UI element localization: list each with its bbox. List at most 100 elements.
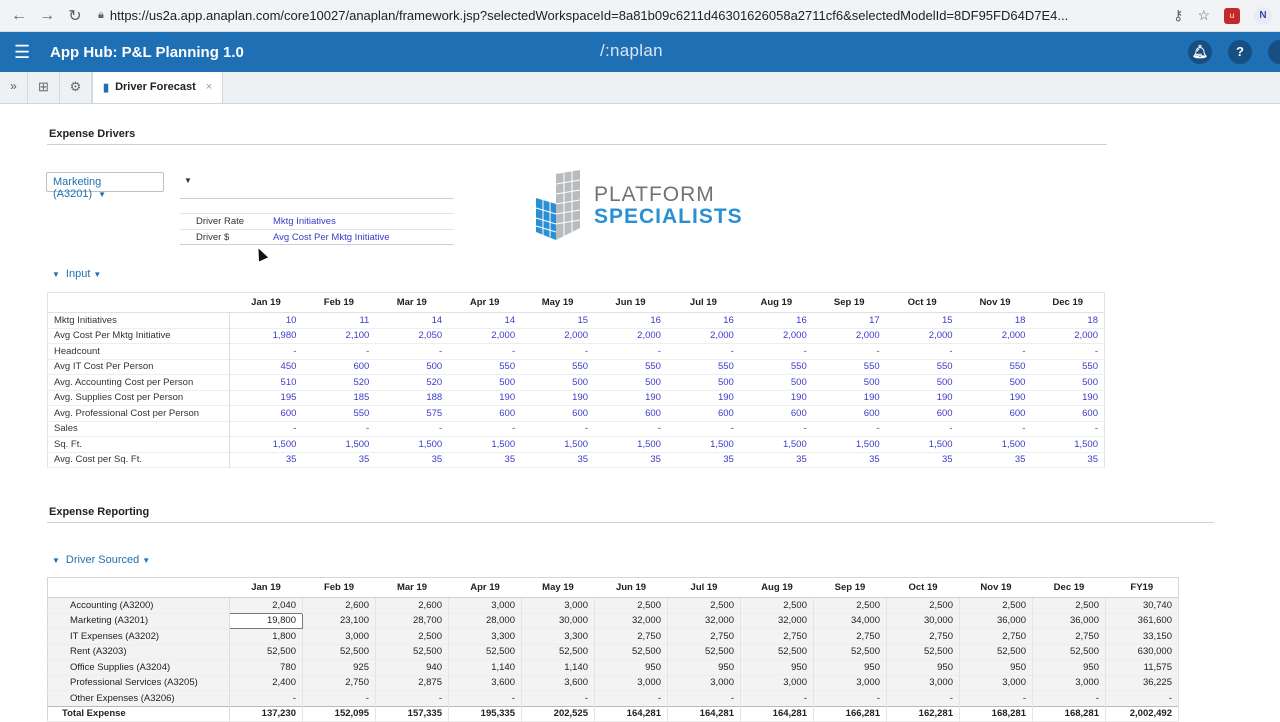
report-cell[interactable]: - [594, 690, 668, 706]
input-cell[interactable]: - [584, 423, 589, 435]
report-cell[interactable]: 52,500 [813, 644, 887, 660]
input-cell[interactable]: 190 [1009, 392, 1026, 404]
report-cell[interactable]: 1,140 [448, 659, 522, 675]
report-cell[interactable]: 2,500 [740, 597, 814, 613]
input-cell[interactable]: - [439, 423, 443, 435]
report-cell[interactable]: 2,500 [1032, 597, 1106, 613]
input-cell[interactable]: 2,000 [491, 330, 516, 342]
input-cell[interactable]: - [657, 345, 661, 357]
input-cell[interactable]: 2,000 [564, 330, 589, 342]
input-cell[interactable]: 2,050 [418, 330, 443, 342]
report-cell[interactable]: 2,750 [886, 628, 960, 644]
input-cell[interactable]: 16 [796, 314, 807, 326]
input-section-toggle[interactable]: ▼ Input ▼ [52, 268, 101, 280]
report-cell[interactable]: 1,140 [521, 659, 595, 675]
input-cell[interactable]: 17 [869, 314, 880, 326]
report-cell[interactable]: 2,750 [959, 628, 1033, 644]
input-cell[interactable]: 35 [504, 454, 516, 466]
profile-avatar[interactable]: N [1254, 6, 1272, 25]
input-cell[interactable]: - [949, 345, 953, 357]
input-cell[interactable]: 35 [431, 454, 443, 466]
input-cell[interactable]: 18 [1087, 314, 1098, 326]
input-cell[interactable]: 550 [863, 361, 880, 373]
input-cell[interactable]: - [876, 423, 880, 435]
input-cell[interactable]: 190 [936, 392, 953, 404]
report-cell[interactable]: 3,300 [448, 628, 522, 644]
report-cell[interactable]: - [667, 690, 741, 706]
report-cell[interactable]: 361,600 [1105, 613, 1179, 629]
input-cell[interactable]: 1,500 [855, 438, 880, 450]
input-cell[interactable]: 550 [499, 361, 516, 373]
report-cell[interactable]: 52,500 [448, 644, 522, 660]
help-icon[interactable]: ? [1228, 40, 1252, 64]
report-cell[interactable]: 28,000 [448, 613, 522, 629]
input-cell[interactable]: 190 [790, 392, 807, 404]
report-cell[interactable]: 2,500 [886, 597, 960, 613]
report-cell[interactable]: 940 [375, 659, 449, 675]
report-cell[interactable]: 2,400 [229, 675, 303, 691]
input-cell[interactable]: 1,980 [272, 330, 297, 342]
report-cell[interactable]: 2,500 [813, 597, 887, 613]
report-cell[interactable]: 3,000 [667, 675, 741, 691]
report-cell[interactable]: 52,500 [229, 644, 303, 660]
input-cell[interactable]: 2,100 [345, 330, 370, 342]
report-cell[interactable]: 52,500 [521, 644, 595, 660]
input-cell[interactable]: 16 [650, 314, 661, 326]
input-cell[interactable]: - [584, 345, 589, 357]
input-cell[interactable]: 190 [1082, 392, 1098, 404]
report-cell[interactable]: 3,000 [886, 675, 960, 691]
input-cell[interactable]: 1,500 [928, 438, 953, 450]
report-cell[interactable]: 3,000 [448, 597, 522, 613]
input-cell[interactable]: 600 [1009, 407, 1026, 419]
report-cell[interactable]: 2,040 [229, 597, 303, 613]
report-cell[interactable]: 950 [886, 659, 960, 675]
report-cell[interactable]: 2,750 [594, 628, 668, 644]
input-cell[interactable]: 1,500 [710, 438, 734, 450]
report-cell[interactable]: - [959, 690, 1033, 706]
report-cell[interactable]: 3,000 [302, 628, 376, 644]
input-cell[interactable]: - [1022, 423, 1026, 435]
input-cell[interactable]: 11 [359, 314, 370, 326]
input-cell[interactable]: 500 [1009, 376, 1026, 388]
model-map-icon[interactable]: ⊞ [28, 71, 60, 103]
user-menu-icon[interactable] [1268, 40, 1280, 64]
input-cell[interactable]: 550 [790, 361, 807, 373]
report-cell[interactable]: 925 [302, 659, 376, 675]
input-cell[interactable]: - [1094, 345, 1098, 357]
input-cell[interactable]: 600 [936, 407, 953, 419]
address-bar[interactable]: https://us2a.app.anaplan.com/core10027/a… [109, 8, 1069, 23]
input-cell[interactable]: 35 [650, 454, 661, 466]
input-cell[interactable]: - [803, 423, 807, 435]
input-cell[interactable]: 575 [426, 407, 443, 419]
input-cell[interactable]: 1,500 [637, 438, 661, 450]
input-cell[interactable]: 35 [1087, 454, 1098, 466]
input-cell[interactable]: 550 [353, 407, 370, 419]
input-cell[interactable]: 35 [723, 454, 734, 466]
report-cell[interactable]: 52,500 [886, 644, 960, 660]
report-cell[interactable]: 3,600 [448, 675, 522, 691]
input-cell[interactable]: 18 [1014, 314, 1026, 326]
report-cell[interactable]: 2,500 [959, 597, 1033, 613]
report-cell[interactable]: 52,500 [594, 644, 668, 660]
input-cell[interactable]: - [366, 423, 370, 435]
input-cell[interactable]: 190 [863, 392, 880, 404]
input-cell[interactable]: 550 [936, 361, 953, 373]
input-cell[interactable]: 550 [572, 361, 589, 373]
report-cell[interactable]: 2,750 [302, 675, 376, 691]
report-cell[interactable]: 32,000 [594, 613, 668, 629]
star-icon[interactable]: ☆ [1197, 7, 1210, 23]
report-cell[interactable]: - [448, 690, 522, 706]
input-cell[interactable]: - [439, 345, 443, 357]
input-cell[interactable]: - [730, 345, 734, 357]
report-cell[interactable]: 30,740 [1105, 597, 1179, 613]
report-cell[interactable]: 3,000 [959, 675, 1033, 691]
report-cell[interactable]: 950 [959, 659, 1033, 675]
report-cell[interactable]: 2,500 [667, 597, 741, 613]
report-cell[interactable]: 3,000 [594, 675, 668, 691]
input-cell[interactable]: 600 [280, 407, 297, 419]
input-cell[interactable]: 520 [353, 376, 370, 388]
input-cell[interactable]: 35 [358, 454, 370, 466]
input-cell[interactable]: 190 [572, 392, 589, 404]
input-cell[interactable]: 188 [426, 392, 443, 404]
input-cell[interactable]: 550 [1082, 361, 1098, 373]
